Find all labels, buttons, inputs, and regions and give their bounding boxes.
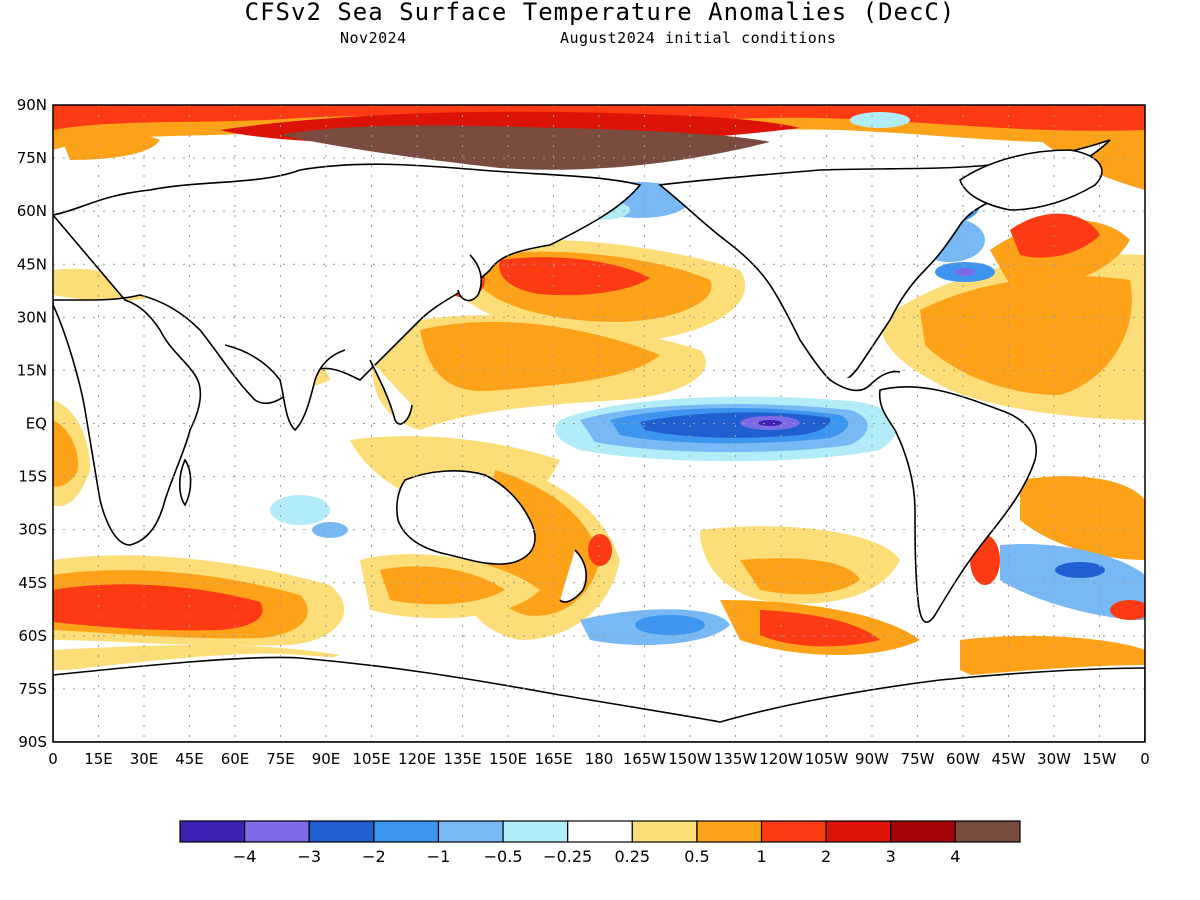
equatorial-pacific-cold-tongue bbox=[555, 396, 898, 462]
lon-tick-label: 180 bbox=[585, 750, 614, 768]
colorbar-label: 0.25 bbox=[614, 847, 650, 866]
lon-tick-label: 15E bbox=[84, 750, 113, 768]
southeast-pacific-warm bbox=[700, 526, 920, 655]
north-pacific-warm-blob bbox=[445, 239, 746, 341]
colorbar-swatch bbox=[890, 820, 956, 843]
lat-tick-label: 60N bbox=[17, 202, 47, 220]
south-america bbox=[878, 385, 1037, 623]
colorbar-label: 3 bbox=[886, 847, 896, 866]
antarctica bbox=[53, 656, 1145, 742]
colorbar-swatch bbox=[696, 820, 763, 843]
lon-tick-label: 15W bbox=[1083, 750, 1117, 768]
lon-tick-label: 30W bbox=[1037, 750, 1071, 768]
japan bbox=[457, 254, 482, 302]
lat-tick-label: 45S bbox=[18, 574, 47, 592]
valid-month-label: Nov2024 bbox=[340, 29, 407, 47]
lon-tick-label: 150E bbox=[489, 750, 527, 768]
lon-tick-label: 120E bbox=[398, 750, 436, 768]
lat-tick-label: 30N bbox=[17, 308, 47, 326]
lon-tick-label: 135W bbox=[714, 750, 758, 768]
lon-tick-label: 0 bbox=[1140, 750, 1150, 768]
colorbar-swatch bbox=[760, 820, 827, 843]
lon-tick-label: 60E bbox=[221, 750, 250, 768]
continents bbox=[53, 139, 1145, 742]
lon-tick-label: 165E bbox=[534, 750, 572, 768]
lon-tick-label: 30E bbox=[130, 750, 159, 768]
colorbar-label: 1 bbox=[756, 847, 766, 866]
colorbar-label: −0.25 bbox=[543, 847, 592, 866]
australia bbox=[396, 470, 536, 565]
colorbar-label: −2 bbox=[362, 847, 386, 866]
lat-tick-label: 90N bbox=[17, 96, 47, 114]
lat-tick-label: 15S bbox=[18, 468, 47, 486]
colorbar-swatch bbox=[567, 820, 633, 843]
lat-tick-label: 30S bbox=[18, 521, 47, 539]
new-zealand bbox=[559, 549, 587, 603]
colorbar-swatch bbox=[437, 820, 504, 843]
lon-tick-label: 90W bbox=[855, 750, 889, 768]
graticule bbox=[53, 105, 1145, 742]
lat-tick-label: 90S bbox=[18, 733, 47, 751]
lon-tick-label: 120W bbox=[759, 750, 803, 768]
greenland bbox=[959, 149, 1103, 211]
lon-tick-label: 75W bbox=[901, 750, 935, 768]
lon-tick-label: 105E bbox=[352, 750, 390, 768]
lat-tick-label: EQ bbox=[26, 415, 47, 433]
colorbar-swatch bbox=[179, 820, 246, 843]
lat-tick-label: 45N bbox=[17, 255, 47, 273]
colorbar-swatch bbox=[373, 820, 440, 843]
colorbar-label: −4 bbox=[233, 847, 257, 866]
colorbar: −4 −3 −2 −1 −0.5 −0.25 0.25 0.5 1 2 3 4 bbox=[179, 820, 1021, 866]
north-america bbox=[658, 139, 1111, 383]
colorbar-swatch bbox=[308, 820, 375, 843]
lat-tick-label: 75N bbox=[17, 149, 47, 167]
india bbox=[224, 344, 346, 432]
lon-tick-label: 135E bbox=[443, 750, 481, 768]
lat-tick-label: 60S bbox=[18, 627, 47, 645]
madagascar bbox=[178, 458, 192, 507]
eurasia-africa bbox=[53, 163, 642, 546]
latitude-labels: 90N 75N 60N 45N 30N 15N EQ 15S 30S 45S 60S 75S 90S bbox=[17, 96, 47, 751]
lon-tick-label: 0 bbox=[48, 750, 58, 768]
colorbar-swatch bbox=[244, 820, 310, 843]
lon-tick-label: 150W bbox=[668, 750, 712, 768]
colorbar-label: −0.5 bbox=[484, 847, 523, 866]
colorbar-label: 2 bbox=[821, 847, 831, 866]
colorbar-label: 0.5 bbox=[684, 847, 709, 866]
longitude-labels: 0 15E 30E 45E 60E 75E 90E 105E 120E 135E 150E 165E 1… bbox=[48, 750, 1150, 768]
initial-conditions-label: August2024 initial conditions bbox=[560, 29, 837, 47]
lat-tick-label: 75S bbox=[18, 680, 47, 698]
colorbar-swatch bbox=[502, 820, 569, 843]
southern-pacific-cold bbox=[270, 495, 730, 645]
colorbar-swatch bbox=[825, 820, 892, 843]
lon-tick-label: 60W bbox=[946, 750, 980, 768]
lon-tick-label: 75E bbox=[266, 750, 295, 768]
map-frame bbox=[52, 104, 1146, 743]
central-america bbox=[829, 370, 901, 392]
lat-tick-label: 15N bbox=[17, 361, 47, 379]
colorbar-swatch bbox=[631, 820, 698, 843]
lon-tick-label: 45E bbox=[175, 750, 204, 768]
colorbar-label: 4 bbox=[950, 847, 960, 866]
chart-title: CFSv2 Sea Surface Temperature Anomalies … bbox=[244, 0, 956, 26]
colorbar-swatch bbox=[954, 820, 1021, 843]
lon-tick-label: 165W bbox=[623, 750, 667, 768]
north-atlantic-warm bbox=[880, 213, 1145, 420]
southeast-asia bbox=[369, 359, 413, 425]
lon-tick-label: 45W bbox=[992, 750, 1026, 768]
colorbar-label: −3 bbox=[297, 847, 321, 866]
lon-tick-label: 105W bbox=[805, 750, 849, 768]
colorbar-label: −1 bbox=[427, 847, 451, 866]
lon-tick-label: 90E bbox=[312, 750, 341, 768]
